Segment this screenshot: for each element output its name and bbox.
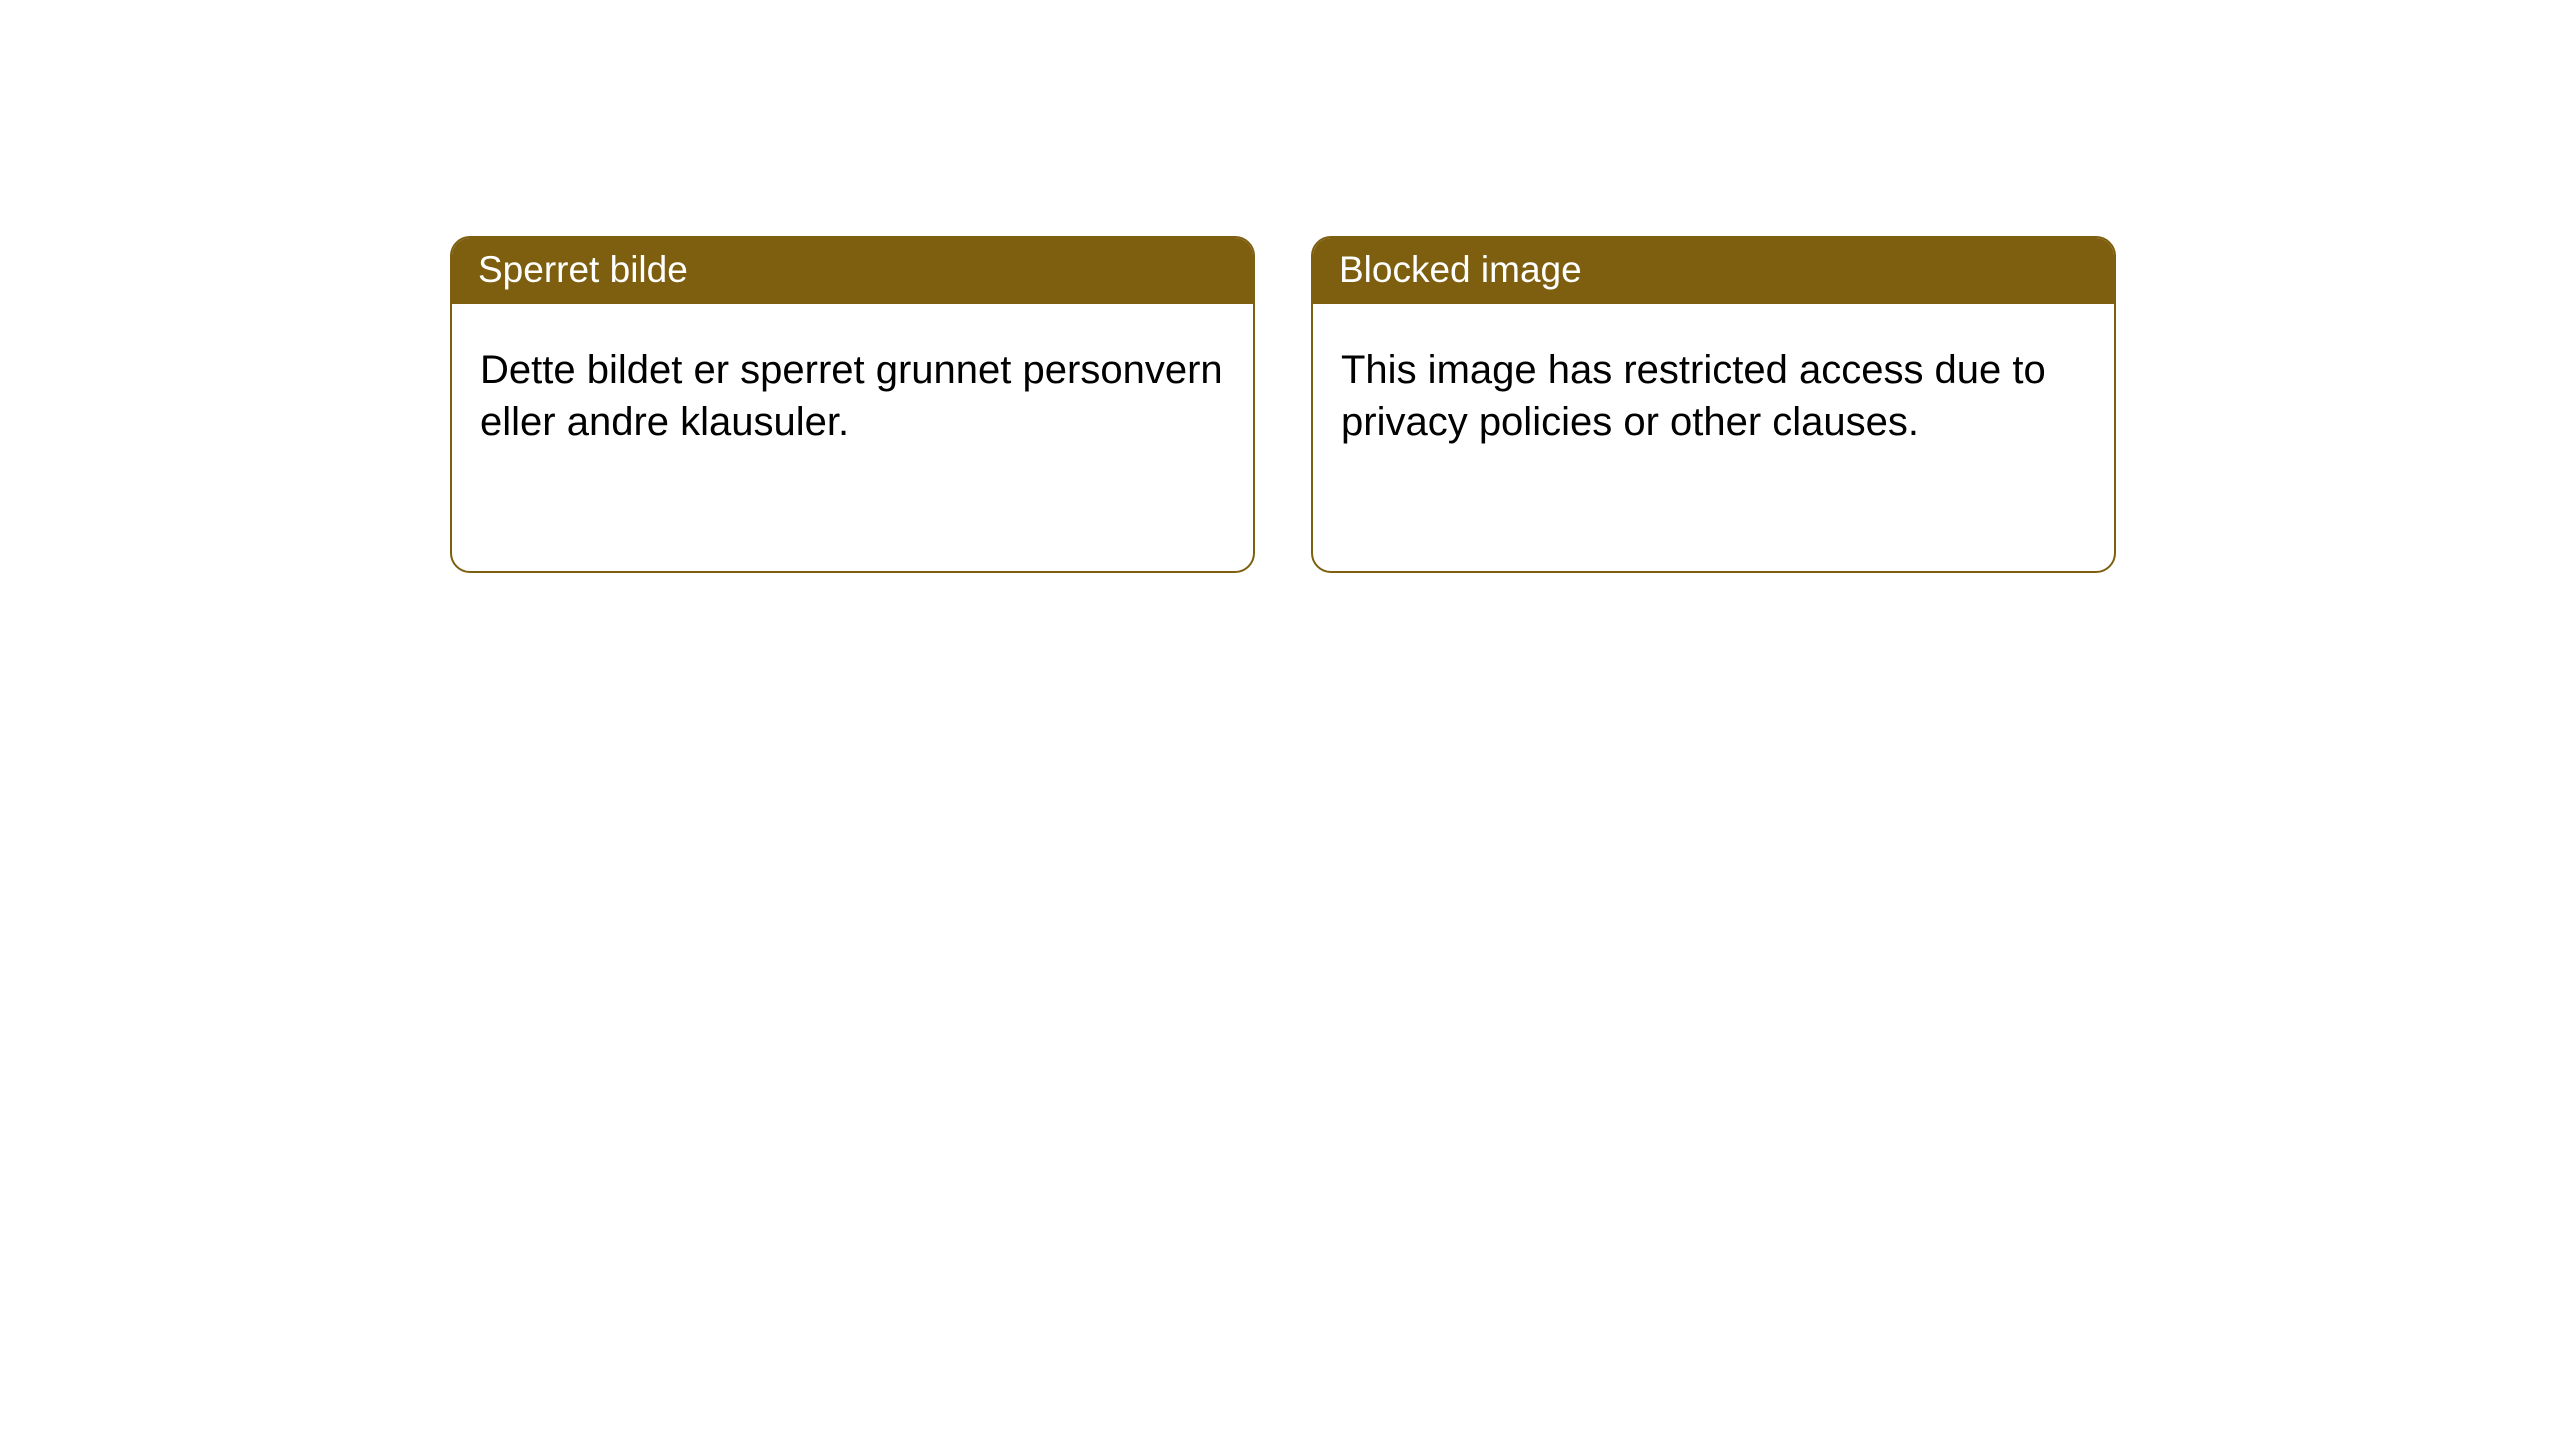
card-header: Sperret bilde — [452, 238, 1253, 304]
card-body-text: This image has restricted access due to … — [1341, 348, 2046, 444]
blocked-image-card-english: Blocked image This image has restricted … — [1311, 236, 2116, 573]
cards-container: Sperret bilde Dette bildet er sperret gr… — [0, 0, 2560, 573]
card-body: This image has restricted access due to … — [1313, 304, 2114, 478]
card-title: Blocked image — [1339, 249, 1582, 290]
blocked-image-card-norwegian: Sperret bilde Dette bildet er sperret gr… — [450, 236, 1255, 573]
card-title: Sperret bilde — [478, 249, 688, 290]
card-body-text: Dette bildet er sperret grunnet personve… — [480, 348, 1223, 444]
card-header: Blocked image — [1313, 238, 2114, 304]
card-body: Dette bildet er sperret grunnet personve… — [452, 304, 1253, 478]
